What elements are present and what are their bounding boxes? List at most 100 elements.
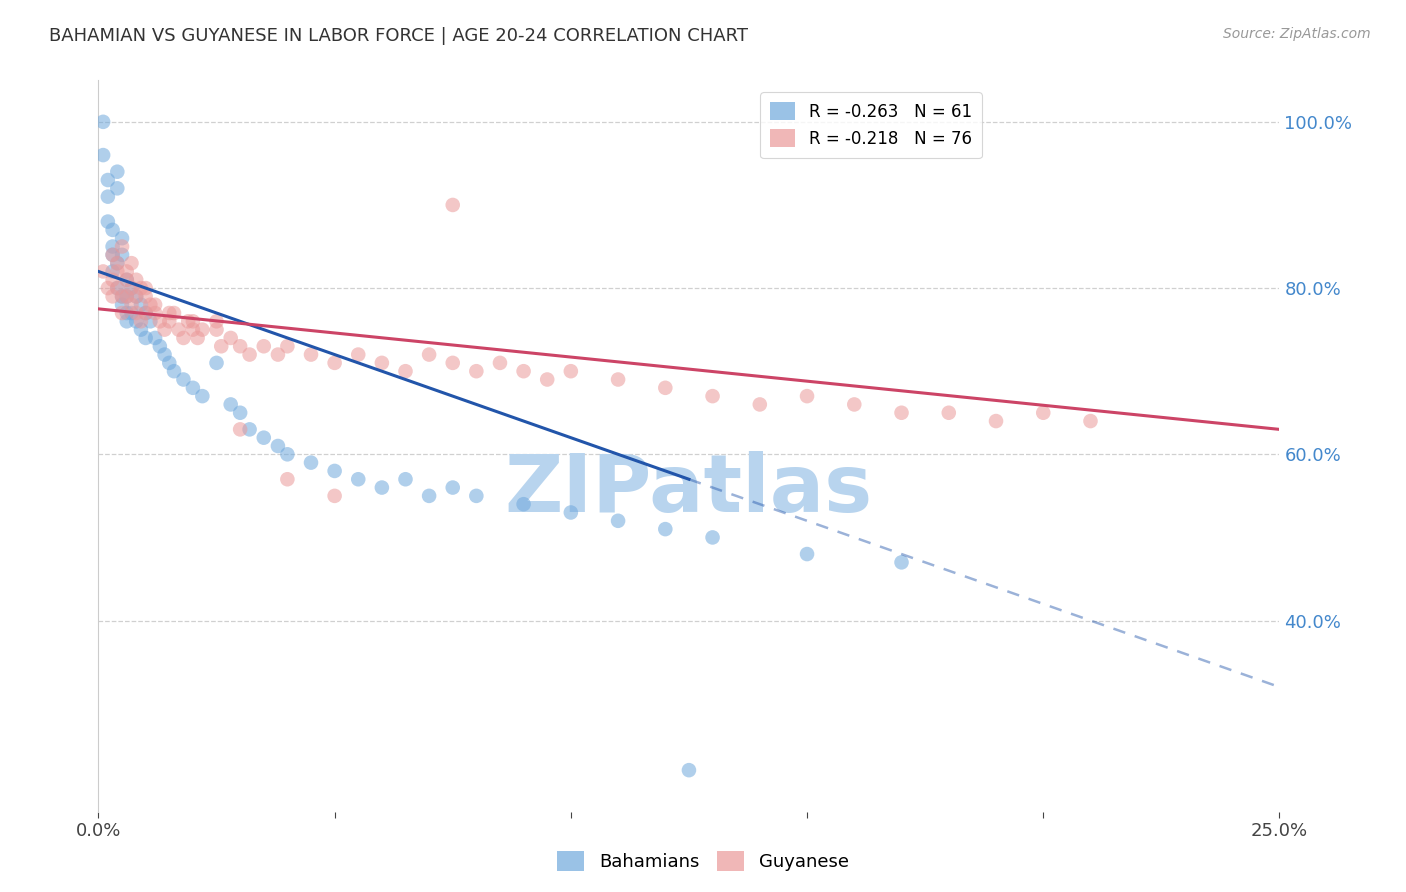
Point xyxy=(91,148,114,162)
Point xyxy=(512,364,534,378)
Point xyxy=(323,464,346,478)
Point xyxy=(347,347,370,362)
Point xyxy=(276,472,298,486)
Point xyxy=(229,406,252,420)
Point xyxy=(101,248,124,262)
Legend: Bahamians, Guyanese: Bahamians, Guyanese xyxy=(550,844,856,879)
Point xyxy=(115,273,138,287)
Point xyxy=(209,339,232,353)
Point xyxy=(418,489,440,503)
Point xyxy=(157,306,180,320)
Point xyxy=(181,314,204,328)
Point xyxy=(323,489,346,503)
Point xyxy=(121,281,143,295)
Point xyxy=(702,530,724,544)
Point xyxy=(163,364,186,378)
Point xyxy=(101,264,124,278)
Legend: R = -0.263   N = 61, R = -0.218   N = 76: R = -0.263 N = 61, R = -0.218 N = 76 xyxy=(761,92,981,158)
Point xyxy=(607,514,630,528)
Point xyxy=(149,314,172,328)
Point xyxy=(187,331,209,345)
Point xyxy=(97,281,120,295)
Point xyxy=(607,372,630,386)
Point xyxy=(239,422,262,436)
Point xyxy=(748,397,770,411)
Point xyxy=(115,289,138,303)
Point xyxy=(938,406,960,420)
Point xyxy=(111,289,134,303)
Point xyxy=(125,273,148,287)
Point xyxy=(219,331,242,345)
Point xyxy=(91,264,114,278)
Point xyxy=(890,555,912,569)
Point xyxy=(191,389,214,403)
Point xyxy=(97,189,120,203)
Point xyxy=(441,198,464,212)
Point xyxy=(205,323,228,337)
Point xyxy=(101,273,124,287)
Point xyxy=(465,364,488,378)
Point xyxy=(654,381,676,395)
Point xyxy=(125,314,148,328)
Text: Source: ZipAtlas.com: Source: ZipAtlas.com xyxy=(1223,27,1371,41)
Point xyxy=(101,239,124,253)
Point xyxy=(115,289,138,303)
Point xyxy=(111,239,134,253)
Point xyxy=(125,289,148,303)
Point xyxy=(143,306,166,320)
Point xyxy=(101,223,124,237)
Point xyxy=(143,298,166,312)
Point xyxy=(181,323,204,337)
Point xyxy=(149,339,172,353)
Point xyxy=(101,289,124,303)
Point xyxy=(347,472,370,486)
Point xyxy=(181,381,204,395)
Point xyxy=(129,298,152,312)
Point xyxy=(125,289,148,303)
Point xyxy=(139,298,162,312)
Point xyxy=(153,347,176,362)
Point xyxy=(441,356,464,370)
Point xyxy=(135,289,157,303)
Point xyxy=(111,298,134,312)
Point xyxy=(418,347,440,362)
Point xyxy=(135,306,157,320)
Point xyxy=(111,289,134,303)
Point xyxy=(276,447,298,461)
Point xyxy=(172,331,194,345)
Point xyxy=(371,481,394,495)
Point xyxy=(702,389,724,403)
Point xyxy=(678,763,700,777)
Point xyxy=(219,397,242,411)
Point xyxy=(135,306,157,320)
Point xyxy=(441,481,464,495)
Point xyxy=(111,231,134,245)
Point xyxy=(465,489,488,503)
Point xyxy=(276,339,298,353)
Point xyxy=(299,347,322,362)
Point xyxy=(163,306,186,320)
Point xyxy=(191,323,214,337)
Point xyxy=(560,506,582,520)
Point xyxy=(239,347,262,362)
Point xyxy=(105,264,128,278)
Point xyxy=(135,331,157,345)
Point xyxy=(153,323,176,337)
Point xyxy=(267,439,290,453)
Point xyxy=(167,323,190,337)
Point xyxy=(560,364,582,378)
Point xyxy=(101,248,124,262)
Point xyxy=(105,256,128,270)
Text: ZIPatlas: ZIPatlas xyxy=(505,450,873,529)
Point xyxy=(121,281,143,295)
Point xyxy=(105,281,128,295)
Point xyxy=(97,214,120,228)
Point xyxy=(984,414,1007,428)
Point xyxy=(91,115,114,129)
Point xyxy=(139,314,162,328)
Point xyxy=(111,306,134,320)
Point xyxy=(654,522,676,536)
Point xyxy=(267,347,290,362)
Point xyxy=(253,339,276,353)
Point xyxy=(205,314,228,328)
